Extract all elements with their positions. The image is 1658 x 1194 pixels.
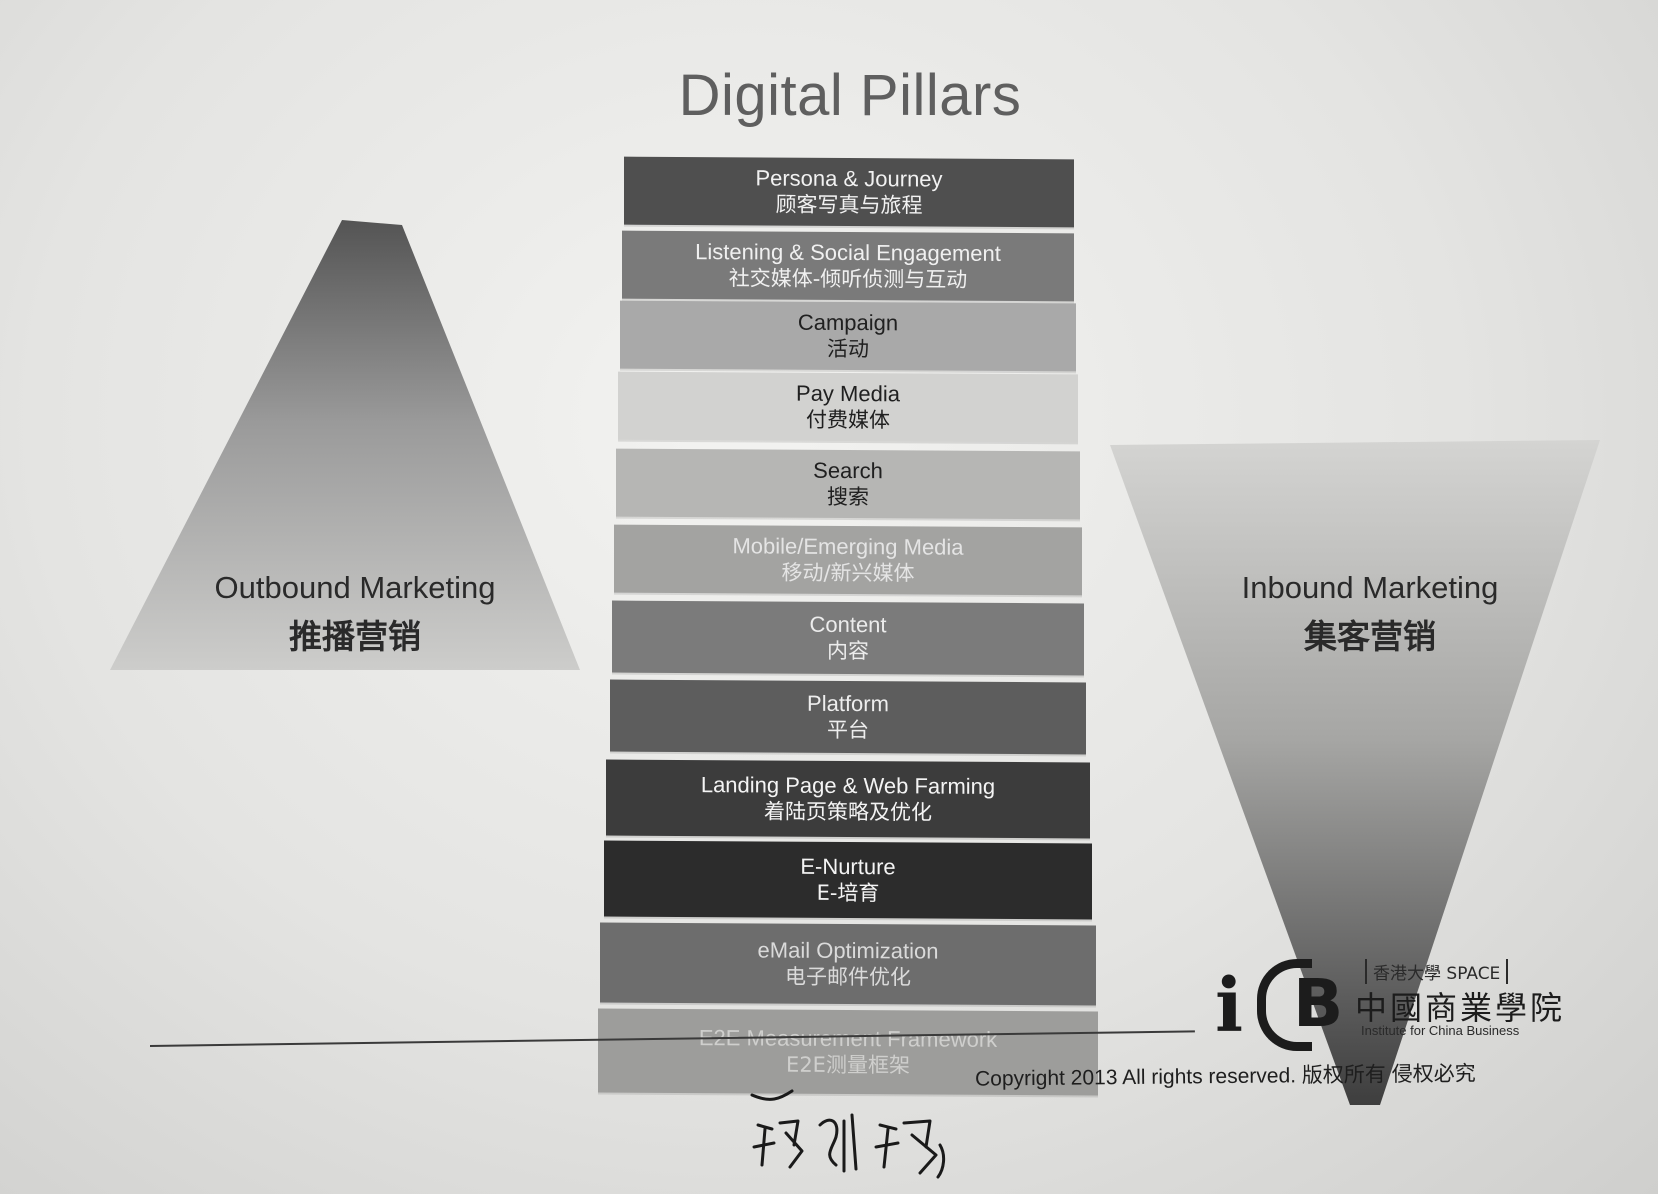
pillar-label-en: eMail Optimization	[757, 936, 939, 964]
pillar-label-zh: 平台	[827, 717, 869, 742]
logo-letter-b: B	[1293, 965, 1344, 1042]
pillar-label-zh: 移动/新兴媒体	[781, 560, 915, 585]
pillar-label-zh: E2E测量框架	[786, 1052, 910, 1077]
pillar-label-en: Landing Page & Web Farming	[700, 771, 996, 799]
inbound-label-en: Inbound Marketing	[1241, 570, 1499, 605]
pillar-label-en: E-Nurture	[800, 853, 896, 879]
logo-chinese-name: 中國商業學院	[1355, 989, 1566, 1027]
pillar-label-zh: 顾客写真与旅程	[775, 192, 923, 217]
outbound-marketing-label: Outbound Marketing 推播营销	[170, 570, 540, 658]
pillar-bar: Platform 平台	[610, 679, 1086, 755]
pillar-bar: E-Nurture E-培育	[604, 840, 1092, 920]
outbound-label-zh: 推播营销	[289, 617, 421, 656]
pillar-bar: eMail Optimization 电子邮件优化	[600, 922, 1096, 1006]
pillar-label-zh: 着陆页策略及优化	[764, 798, 932, 825]
pillar-label-zh: 活动	[827, 336, 869, 361]
logo-top-line: 香港大學 SPACE	[1365, 959, 1509, 984]
outbound-pyramid	[110, 220, 580, 670]
pillar-label-zh: E-培育	[816, 880, 880, 905]
pillar-bar: Campaign 活动	[620, 300, 1076, 372]
pillar-bar: Landing Page & Web Farming 着陆页策略及优化	[606, 759, 1090, 839]
pillar-label-en: Pay Media	[796, 380, 900, 406]
inbound-funnel	[1110, 440, 1600, 1105]
outbound-label-en: Outbound Marketing	[214, 570, 496, 605]
pillar-bar: Mobile/Emerging Media 移动/新兴媒体	[614, 524, 1082, 596]
pillar-label-zh: 内容	[827, 638, 869, 663]
pillar-bar: Persona & Journey 顾客写真与旅程	[624, 156, 1074, 228]
pillar-label-zh: 付费媒体	[806, 407, 890, 432]
inbound-marketing-label: Inbound Marketing 集客营销	[1200, 570, 1540, 658]
background-ghost-text	[240, 40, 255, 102]
pillar-label-en: Campaign	[797, 309, 899, 335]
pillar-label-zh: 搜索	[827, 484, 869, 509]
pillar-label-zh: 电子邮件优化	[785, 964, 911, 989]
pillar-label-zh: 社交媒体-倾听侦测与互动	[728, 265, 968, 292]
pillar-label-en: Listening & Social Engagement	[695, 238, 1001, 266]
logo-english-name: Institute for China Business	[1361, 1023, 1520, 1038]
pillar-bar: Content 内容	[612, 600, 1084, 676]
pillar-label-en: Platform	[807, 690, 889, 716]
pillar-bar: Search 搜索	[616, 448, 1080, 520]
pillar-bar: Listening & Social Engagement 社交媒体-倾听侦测与互…	[622, 230, 1074, 302]
page-title: Digital Pillars	[678, 63, 1022, 128]
icb-logo: i B 香港大學 SPACE 中國商業學院 Institute for Chin…	[1215, 955, 1575, 1051]
logo-c-shape	[1257, 959, 1312, 1051]
handwritten-signature	[750, 1089, 946, 1179]
pillar-label-en: Persona & Journey	[755, 164, 943, 192]
pillar-label-en: Mobile/Emerging Media	[732, 532, 964, 560]
inbound-label-zh: 集客营销	[1304, 617, 1436, 656]
logo-letter-i: i	[1215, 963, 1244, 1049]
pillar-label-en: Search	[813, 457, 883, 483]
pillar-bar: Pay Media 付费媒体	[618, 371, 1078, 443]
pillar-label-en: Content	[809, 611, 887, 637]
copyright-notice: Copyright 2013 All rights reserved. 版权所有…	[974, 1062, 1476, 1091]
